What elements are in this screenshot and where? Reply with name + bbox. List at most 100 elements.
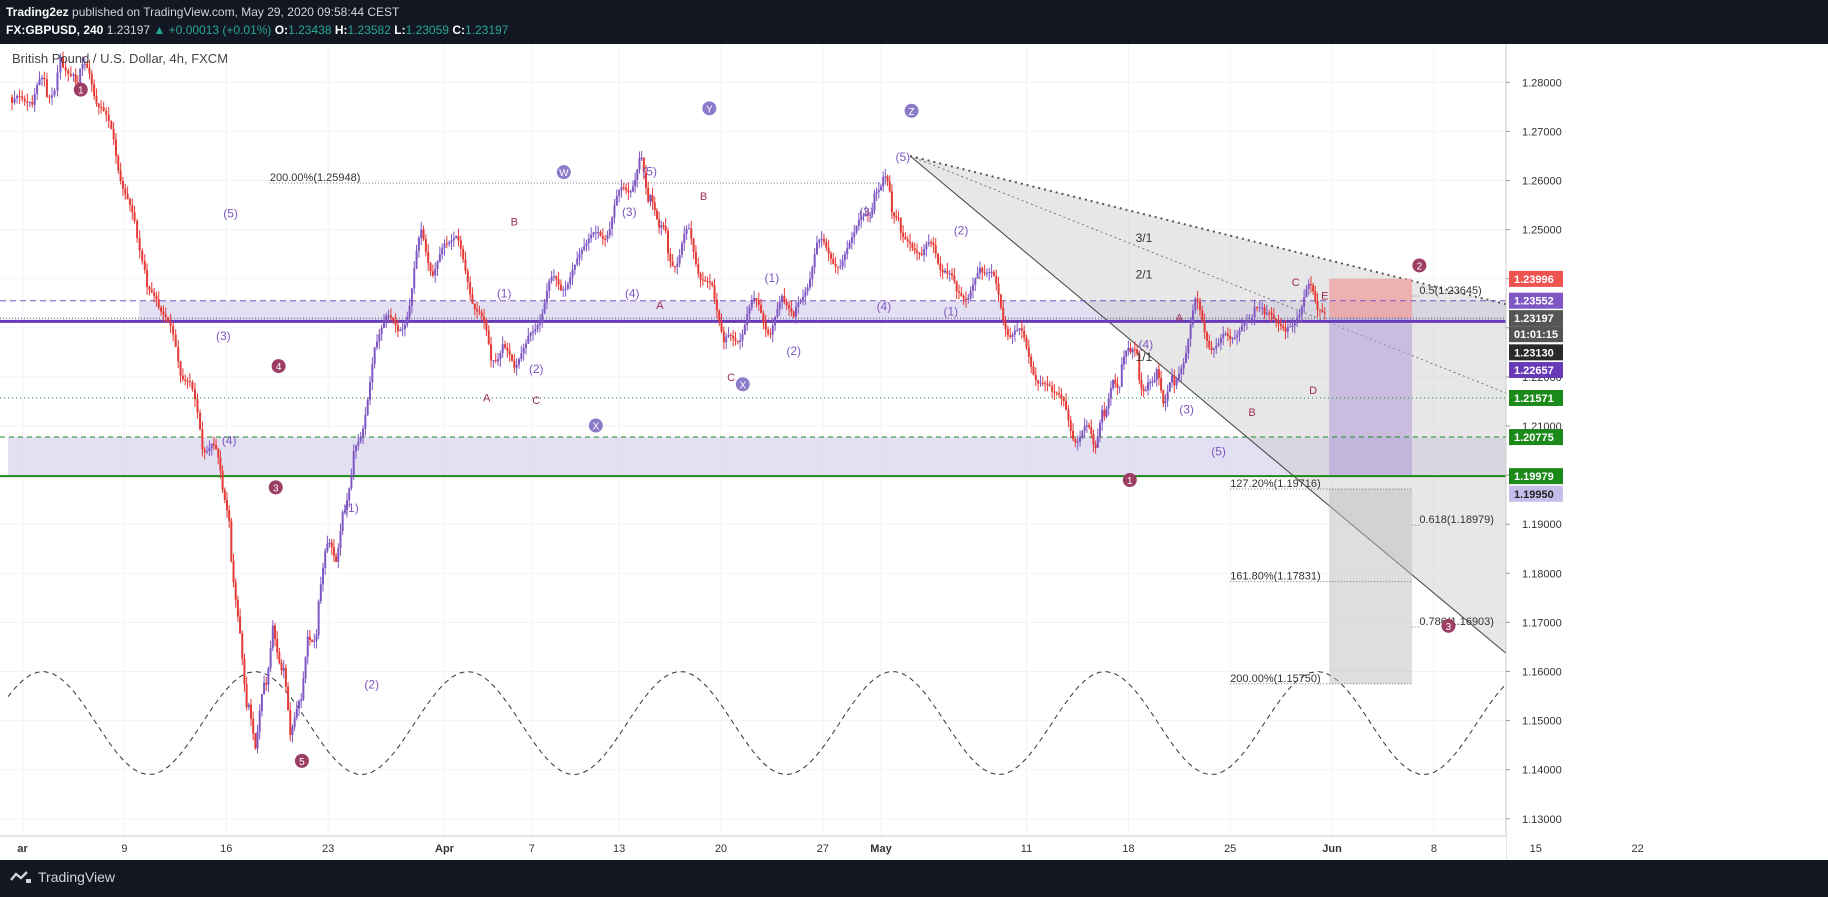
candle-body xyxy=(406,316,409,325)
candle-body xyxy=(969,290,972,298)
candle-body xyxy=(210,443,213,448)
price-tag-bg xyxy=(1509,468,1563,485)
candle-body xyxy=(1298,315,1301,318)
author-name[interactable]: Trading2ez xyxy=(6,5,69,19)
candle-body xyxy=(1286,326,1289,332)
candle-body xyxy=(1219,338,1222,344)
candle-body xyxy=(792,311,795,317)
price-tick-label: 1.25000 xyxy=(1522,225,1562,237)
wave-label: E xyxy=(1321,290,1328,302)
fib-level-label: 0.786(1.16903) xyxy=(1419,616,1494,628)
candle-body xyxy=(219,457,222,472)
time-axis[interactable]: ar 9 16 23 Apr 7 13 20 27 May 11 18 25 Jun 8 15 22 xyxy=(0,835,1644,860)
candle-body xyxy=(164,314,167,318)
candle-body xyxy=(550,277,553,281)
price-tag-label: 1.23552 xyxy=(1514,296,1554,308)
candle-body xyxy=(1168,382,1171,392)
candle-body xyxy=(1037,380,1040,384)
price-axis[interactable]: 1.280001.270001.260001.250001.240001.230… xyxy=(1505,44,1828,860)
candle-body xyxy=(280,662,283,671)
candle-body xyxy=(53,90,56,96)
candle-body xyxy=(1129,347,1132,353)
candle-body xyxy=(841,260,844,267)
candle-body xyxy=(326,543,329,552)
candle-body xyxy=(492,360,495,362)
candle-body xyxy=(1201,310,1204,322)
candle-body xyxy=(315,635,318,641)
candle-body xyxy=(1270,312,1273,316)
wave-label: C xyxy=(532,395,540,407)
candle-body xyxy=(1231,337,1234,340)
candle-body xyxy=(504,344,507,348)
candle-body xyxy=(422,229,425,240)
price-tick-label: 1.19000 xyxy=(1522,519,1562,531)
candle-body xyxy=(893,212,896,217)
candle-body xyxy=(1048,385,1051,387)
candle-body xyxy=(1240,326,1243,331)
candle-body xyxy=(927,242,930,245)
candle-body xyxy=(1251,317,1254,320)
candle-body xyxy=(355,445,358,452)
candle-body xyxy=(69,74,72,76)
candle-body xyxy=(247,704,250,708)
candle-body xyxy=(886,176,889,182)
candle-body xyxy=(755,298,758,300)
candle-body xyxy=(366,399,369,415)
chart-area[interactable]: 200.00%(1.25948) 127.20%(1.19716) 161.80%(… xyxy=(0,44,1828,860)
candle-body xyxy=(1062,397,1065,401)
candle-body xyxy=(1180,368,1183,374)
candle-body xyxy=(295,708,298,718)
candle-body xyxy=(1060,394,1063,398)
candle-body xyxy=(282,667,285,671)
candle-body xyxy=(916,250,919,253)
publish-line: Trading2ez published on TradingView.com,… xyxy=(6,5,399,19)
candle-body xyxy=(473,303,476,309)
candle-body xyxy=(1101,409,1104,424)
candle-body xyxy=(1055,392,1058,394)
price-tick-label: 1.13000 xyxy=(1522,814,1562,826)
candle-body xyxy=(1253,307,1256,318)
candle-body xyxy=(715,299,718,311)
candle-body xyxy=(471,294,474,304)
candle-body xyxy=(871,210,874,215)
candle-body xyxy=(306,636,309,657)
support-zone xyxy=(8,436,1725,477)
candle-body xyxy=(978,267,981,273)
candle-body xyxy=(629,191,632,193)
candle-body xyxy=(141,250,144,261)
candle-body xyxy=(464,259,467,271)
candle-body xyxy=(258,711,261,732)
candle-body xyxy=(669,253,672,262)
candle-body xyxy=(785,302,788,306)
candle-body xyxy=(67,70,70,75)
candle-body xyxy=(252,718,255,734)
candle-body xyxy=(1272,315,1275,319)
candle-body xyxy=(371,364,374,383)
support-zone xyxy=(138,300,1725,322)
candle-body xyxy=(146,269,149,288)
candle-body xyxy=(38,79,41,85)
candle-body xyxy=(322,567,325,585)
candle-body xyxy=(762,313,765,323)
candle-body xyxy=(955,281,958,292)
price-tick-label: 1.18000 xyxy=(1522,568,1562,580)
footer-bar: TradingView xyxy=(0,860,1828,897)
price-tag-bg xyxy=(1509,389,1563,406)
candle-body xyxy=(387,315,390,317)
last-price: 1.23197 xyxy=(106,23,151,37)
candle-body xyxy=(119,170,122,182)
price-chart[interactable]: 200.00%(1.25948) 127.20%(1.19716) 161.80%(… xyxy=(0,44,1828,860)
wave-circle-label: Z xyxy=(909,107,915,118)
candle-body xyxy=(757,299,760,305)
tradingview-logo[interactable]: TradingView xyxy=(10,869,115,885)
candle-body xyxy=(1173,375,1176,386)
wave-label: (1) xyxy=(765,271,780,285)
candle-body xyxy=(934,245,937,254)
candle-body xyxy=(81,63,84,69)
candle-body xyxy=(389,315,392,318)
candle-body xyxy=(308,636,311,640)
candle-body xyxy=(86,63,89,68)
candle-body xyxy=(1025,337,1028,348)
candle-body xyxy=(133,212,136,221)
candle-body xyxy=(806,287,809,292)
